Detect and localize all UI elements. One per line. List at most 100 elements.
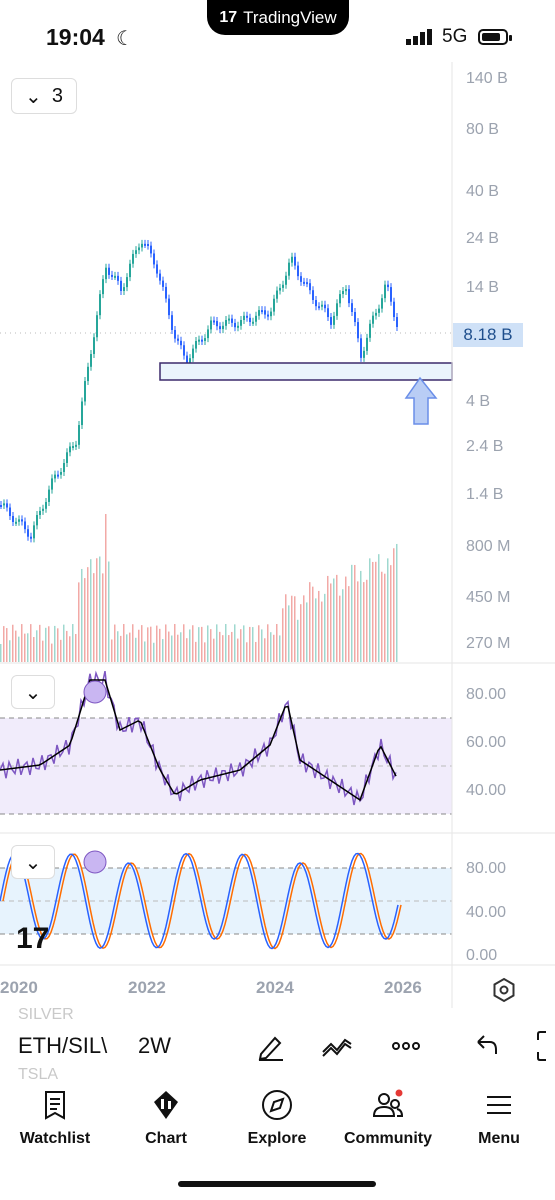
volume-bar — [381, 571, 383, 662]
undo-icon[interactable] — [470, 1030, 502, 1062]
candle — [288, 262, 290, 276]
chart-settings-icon[interactable] — [490, 976, 518, 1004]
candle — [21, 519, 23, 522]
y-axis-label: 14 B — [466, 279, 499, 296]
volume-bar — [96, 558, 98, 662]
notification-dot — [395, 1089, 403, 1097]
more-icon[interactable] — [390, 1030, 422, 1062]
volume-bar — [12, 624, 14, 662]
candle — [108, 267, 110, 275]
volume-bar — [183, 624, 185, 662]
volume-bar — [144, 641, 146, 662]
watchlist-icon — [45, 1091, 65, 1120]
candle — [9, 507, 11, 516]
nav-community[interactable]: Community — [333, 1088, 443, 1158]
fullscreen-icon[interactable] — [536, 1030, 555, 1062]
candle — [252, 321, 254, 324]
candle — [66, 452, 68, 464]
battery-icon — [478, 29, 512, 45]
volume-bar — [198, 627, 200, 662]
candle — [330, 317, 332, 325]
draw-pen-icon[interactable] — [255, 1030, 287, 1062]
volume-bar — [243, 625, 245, 662]
volume-bar — [186, 638, 188, 662]
volume-bar — [84, 578, 86, 662]
refresh-badge-icon[interactable] — [83, 850, 107, 874]
indicators-icon[interactable] — [321, 1030, 353, 1062]
volume-bar — [141, 625, 143, 662]
symbol-selector[interactable]: ETH/SIL\ — [18, 1033, 108, 1058]
candle — [210, 320, 212, 330]
candle — [120, 280, 122, 292]
volume-bar — [72, 624, 74, 662]
nav-chart[interactable]: Chart — [111, 1088, 221, 1158]
candle — [93, 337, 95, 355]
volume-bar — [126, 634, 128, 662]
volume-bar — [192, 625, 194, 662]
chart-icon — [154, 1091, 178, 1119]
candle — [33, 525, 35, 539]
candle — [390, 287, 392, 302]
last-price-badge: 8.18 B — [453, 323, 523, 347]
candle — [207, 329, 209, 339]
refresh-badge-icon[interactable] — [83, 680, 107, 704]
candle — [189, 358, 191, 364]
candle — [135, 250, 137, 254]
volume-bar — [135, 637, 137, 662]
indicators-collapse-button[interactable]: ⌄ 3 — [11, 78, 77, 114]
volume-bar — [195, 641, 197, 662]
volume-bar — [180, 632, 182, 662]
volume-bar — [360, 570, 362, 662]
candle — [258, 310, 260, 316]
support-zone-box[interactable] — [159, 362, 453, 381]
candle — [318, 306, 320, 309]
stoch-collapse-button[interactable]: ⌄ — [11, 845, 55, 879]
candle — [243, 315, 245, 321]
y-axis-label: 140 B — [466, 70, 508, 87]
volume-bar — [129, 632, 131, 662]
volume-bar — [66, 630, 68, 662]
candle — [174, 329, 176, 339]
volume-bar — [21, 624, 23, 662]
nav-menu[interactable]: Menu — [444, 1088, 554, 1158]
volume-bar — [336, 574, 338, 662]
volume-bar — [249, 626, 251, 662]
candle — [81, 401, 83, 426]
candle — [30, 536, 32, 539]
volume-bar — [309, 582, 311, 662]
moon-icon: ☾ — [116, 28, 134, 50]
candle — [126, 277, 128, 288]
candle — [324, 304, 326, 309]
volume-bar — [324, 593, 326, 662]
candle — [234, 322, 236, 328]
rsi-collapse-button[interactable]: ⌄ — [11, 675, 55, 709]
app-brand: TradingView — [243, 7, 337, 27]
candle — [249, 317, 251, 323]
up-arrow-icon[interactable] — [404, 376, 438, 425]
candle — [294, 256, 296, 266]
candle — [228, 318, 230, 321]
candle — [360, 338, 362, 358]
volume-bar — [321, 601, 323, 662]
volume-bar — [270, 632, 272, 662]
nav-explore[interactable]: Explore — [222, 1088, 332, 1158]
candle — [123, 287, 125, 292]
chart-canvas[interactable]: 17 — [0, 0, 555, 1018]
candle — [132, 253, 134, 264]
stoch-axis-label: 40.00 — [466, 904, 507, 921]
y-axis-label: 4 B — [466, 393, 491, 410]
candle — [363, 350, 365, 358]
status-bar: 19:04 ☾ 17 TradingView 5G — [0, 0, 555, 72]
candle — [90, 354, 92, 367]
candle — [129, 263, 131, 278]
clock: 19:04 — [46, 24, 105, 50]
stoch-axis-label: 80.00 — [466, 860, 507, 877]
nav-watchlist[interactable]: Watchlist — [0, 1088, 110, 1158]
volume-bar — [369, 558, 371, 662]
candle — [267, 314, 269, 317]
interval-selector[interactable]: 2W — [138, 1033, 171, 1058]
candle — [150, 245, 152, 254]
volume-bar — [312, 586, 314, 662]
candle — [48, 489, 50, 502]
nav-label: Watchlist — [19, 1130, 91, 1147]
